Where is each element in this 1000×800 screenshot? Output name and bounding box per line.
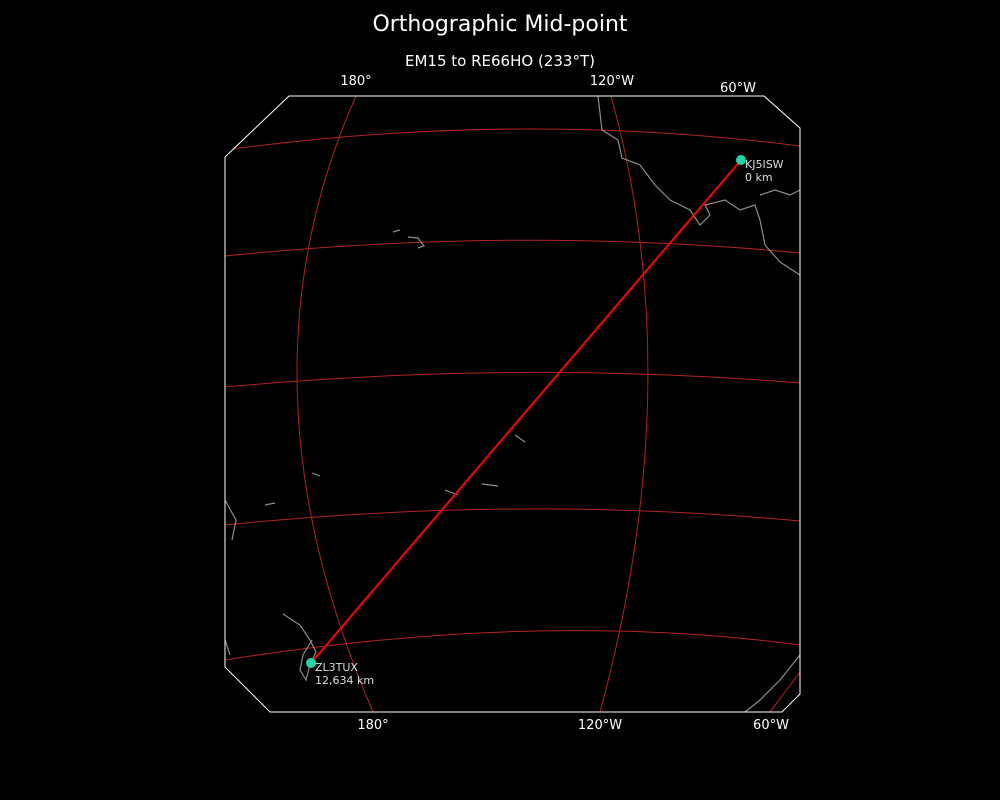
coastline-new-zealand <box>282 613 317 682</box>
station-label-origin: KJ5ISW 0 km <box>745 158 784 184</box>
great-circle-path <box>310 159 742 664</box>
coastline-north-america <box>597 96 800 276</box>
lon-tick-bottom: 120°W <box>577 718 623 733</box>
lon-tick-top: 120°W <box>589 74 635 89</box>
station-call: ZL3TUX <box>315 661 358 674</box>
parallel-gridline <box>225 371 800 388</box>
parallel-gridline <box>225 508 800 526</box>
station-call: KJ5ISW <box>745 158 784 171</box>
station-label-destination: ZL3TUX 12,634 km <box>315 661 374 687</box>
station-distance: 0 km <box>745 171 773 184</box>
coastline-islands <box>264 434 526 506</box>
coastline-hawaii <box>392 229 425 249</box>
parallel-gridline <box>225 239 800 257</box>
lon-tick-bottom: 60°W <box>753 718 789 733</box>
station-distance: 12,634 km <box>315 674 375 687</box>
parallel-gridline <box>225 630 800 661</box>
lon-tick-bottom: 180° <box>357 718 389 733</box>
coastline-south-america <box>744 654 800 712</box>
map-subtitle: EM15 to RE66HO (233°T) <box>405 52 595 70</box>
coastline-australia <box>225 499 237 656</box>
parallel-gridline <box>225 128 800 151</box>
lon-tick-top: 180° <box>340 74 372 89</box>
meridian-gridline <box>296 96 374 712</box>
map-title: Orthographic Mid-point <box>372 12 628 37</box>
coastlines <box>225 96 800 712</box>
coastline-alaska <box>225 96 800 158</box>
map-border <box>224 95 801 713</box>
meridian-gridline <box>599 96 649 712</box>
coastline-caribbean <box>759 189 800 196</box>
meridian-gridline <box>769 671 800 712</box>
station-marker-destination <box>306 658 316 668</box>
lon-tick-top: 60°W <box>720 81 756 96</box>
station-marker-origin <box>736 155 746 165</box>
